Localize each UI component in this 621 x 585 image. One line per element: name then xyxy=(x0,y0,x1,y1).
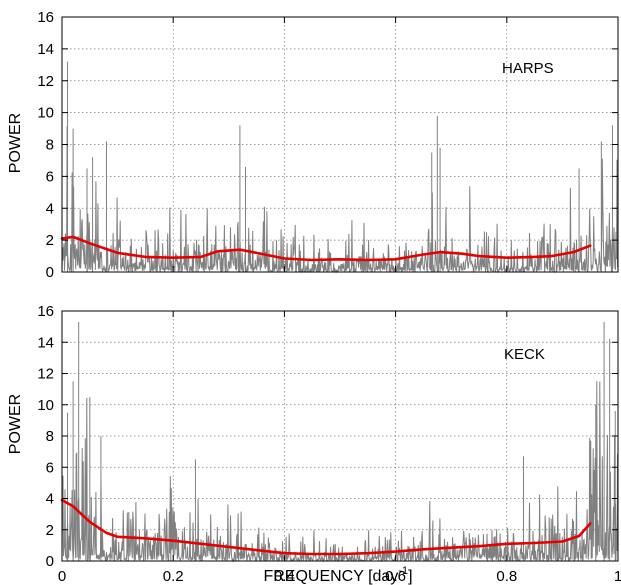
harps-axis-ticks: 0 2 4 6 8 10 12 14 16 xyxy=(37,9,619,281)
keck-periodogram-line xyxy=(61,381,619,563)
keck-x-tick-label-0: 0 xyxy=(58,568,66,585)
keck-x-tick-label-2: 0.4 xyxy=(274,568,295,585)
x-axis-label-suffix: ] xyxy=(408,568,412,585)
keck-axis-ticks: 0 2 4 6 8 10 12 14 16 0 0.2 0.4 0.6 0.8 1 xyxy=(37,303,621,585)
harps-y-tick-label-4: 8 xyxy=(46,137,54,154)
harps-y-tick-label-6: 12 xyxy=(37,73,54,90)
keck-y-tick-label-1: 2 xyxy=(46,522,54,539)
x-axis-label-superscript: -1 xyxy=(398,565,408,577)
harps-periodogram-line xyxy=(61,126,619,274)
keck-y-tick-label-0: 0 xyxy=(46,553,54,570)
keck-y-tick-label-2: 4 xyxy=(46,491,54,508)
keck-panel: 0 2 4 6 8 10 12 14 16 0 0.2 0.4 0.6 0.8 1 KECK POWER xyxy=(7,303,621,585)
x-axis-label-main: FREQUENCY [day xyxy=(263,568,398,585)
keck-x-tick-label-1: 0.2 xyxy=(163,568,184,585)
harps-panel: 0 2 4 6 8 10 12 14 16 HARPS POWER xyxy=(7,9,619,281)
keck-y-tick-label-4: 8 xyxy=(46,428,54,445)
harps-y-tick-label-1: 2 xyxy=(46,232,54,249)
harps-y-tick-label-2: 4 xyxy=(46,200,54,217)
keck-y-tick-label-5: 10 xyxy=(37,397,54,414)
harps-y-tick-label-0: 0 xyxy=(46,264,54,281)
keck-y-tick-label-8: 16 xyxy=(37,303,54,320)
harps-y-tick-label-7: 14 xyxy=(37,41,54,58)
harps-y-tick-label-8: 16 xyxy=(37,9,54,26)
keck-x-tick-label-3: 0.6 xyxy=(385,568,406,585)
keck-y-tick-label-3: 6 xyxy=(46,459,54,476)
x-axis-label: FREQUENCY [day-1] xyxy=(263,565,412,585)
harps-panel-label: HARPS xyxy=(502,60,554,77)
harps-y-axis-label: POWER xyxy=(7,113,24,173)
keck-y-tick-label-7: 14 xyxy=(37,334,54,351)
keck-y-tick-label-6: 12 xyxy=(37,366,54,383)
harps-y-tick-label-3: 6 xyxy=(46,168,54,185)
harps-grid xyxy=(62,17,618,272)
keck-smoothed-line xyxy=(60,498,592,556)
keck-panel-label: KECK xyxy=(504,346,545,363)
harps-y-tick-label-5: 10 xyxy=(37,105,54,122)
keck-y-axis-label: POWER xyxy=(7,394,24,454)
keck-x-tick-label-4: 0.8 xyxy=(496,568,517,585)
harps-smoothed-line xyxy=(60,235,592,262)
keck-x-tick-label-5: 1 xyxy=(614,568,621,585)
